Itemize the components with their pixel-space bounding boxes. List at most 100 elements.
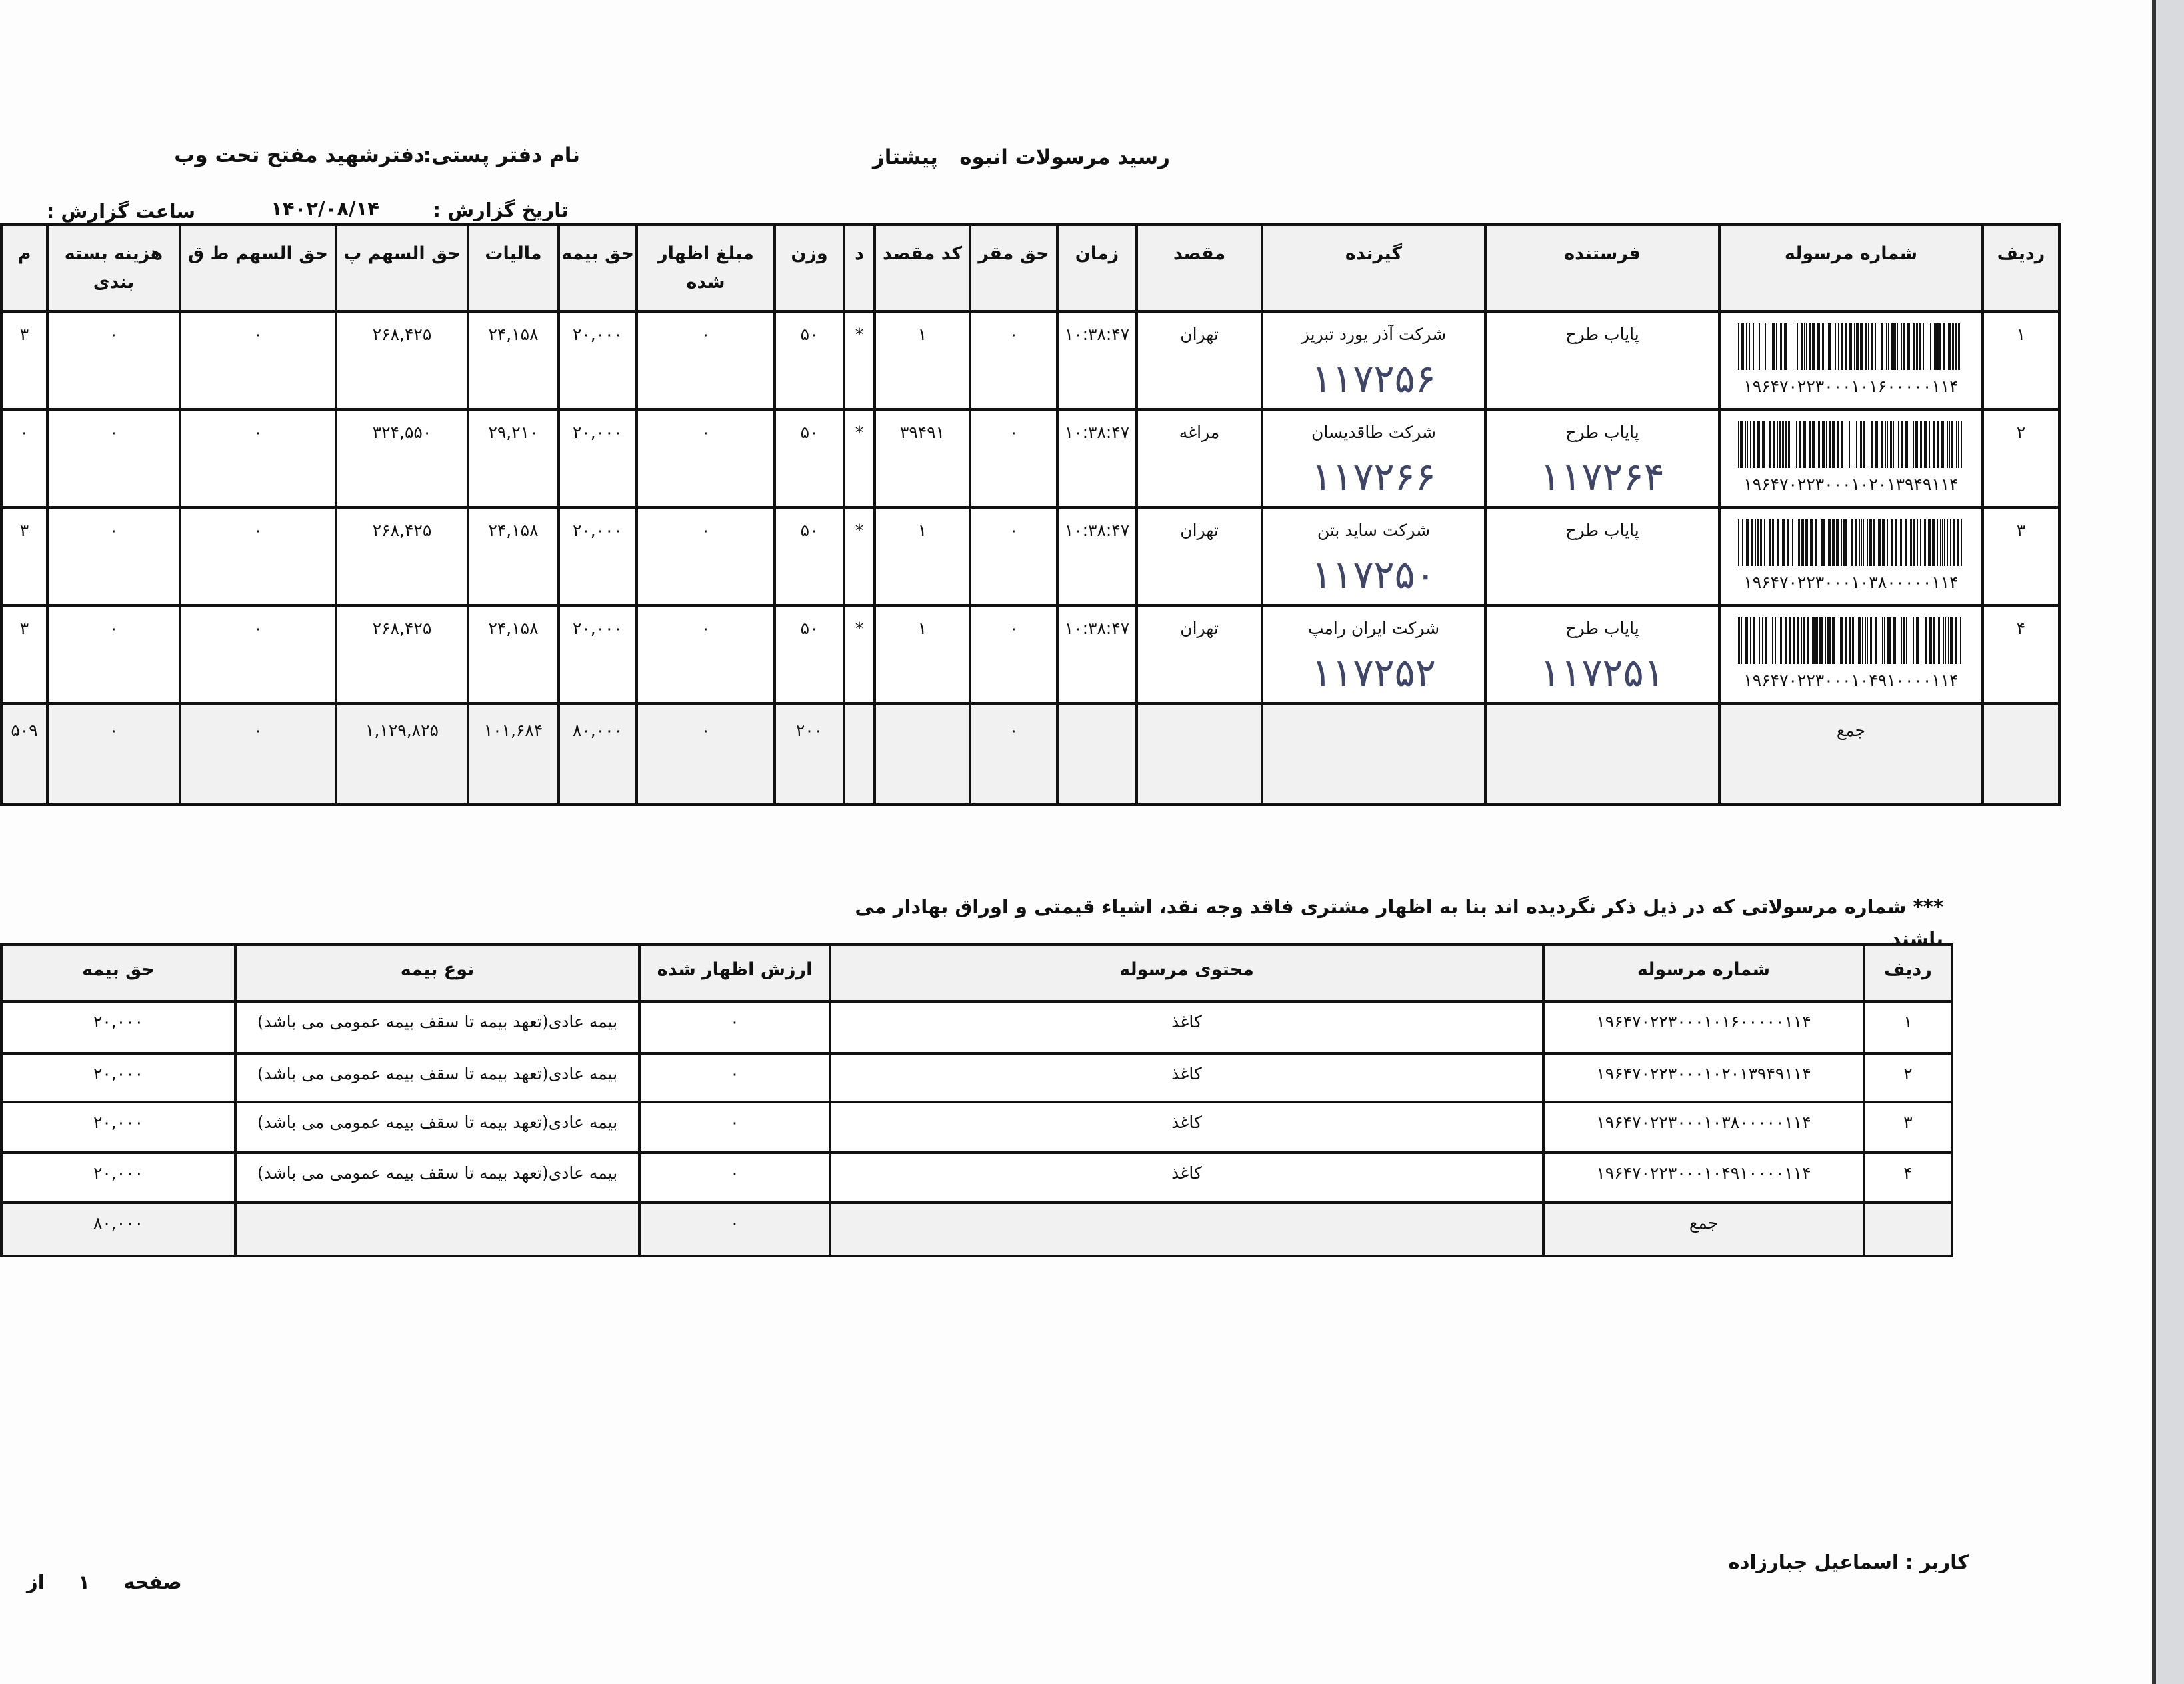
cell-insurance: ۲۰,۰۰۰	[557, 506, 638, 607]
barcode-icon	[1737, 421, 1962, 468]
column-header: شماره مرسوله	[1542, 943, 1865, 1003]
of-label: از	[27, 1571, 45, 1593]
cell-haq-maqar: ۰	[969, 408, 1059, 509]
page-label: صفحه	[123, 1571, 182, 1593]
barcode-bar	[1799, 519, 1800, 566]
barcode-bar	[1871, 323, 1873, 370]
cut-value: ۳	[19, 619, 29, 638]
cell-cut: ۳	[0, 506, 49, 607]
declared-value: ۰	[730, 1012, 739, 1031]
office-label: نام دفتر پستی:	[423, 143, 580, 167]
barcode-bar	[1919, 519, 1921, 566]
barcode-bar	[1951, 323, 1954, 370]
total-cell-packaging: ۰	[46, 702, 181, 806]
time-value: ۱۰:۳۸:۴۷	[1064, 619, 1130, 638]
total-cell-receiver	[1261, 702, 1487, 806]
barcode-bar	[1941, 519, 1943, 566]
barcode-bar	[1929, 617, 1932, 664]
packaging-value: ۰	[109, 619, 119, 638]
cell-d: *	[843, 604, 876, 705]
total-cell-declared: ۰	[638, 1201, 831, 1257]
total-label: جمع	[1836, 721, 1866, 740]
barcode-bar	[1949, 421, 1950, 468]
barcode-bar	[1741, 519, 1743, 566]
cell-radif: ۳	[1981, 506, 2061, 607]
barcode-bar	[1861, 519, 1862, 566]
barcode-bar	[1878, 519, 1881, 566]
barcode-bar	[1788, 421, 1790, 468]
barcode-bar	[1831, 519, 1835, 566]
column-header: حق السهم ط ق	[179, 223, 337, 313]
barcode-bar	[1825, 617, 1826, 664]
barcode-bar	[1785, 421, 1787, 468]
column-header: محتوی مرسوله	[829, 943, 1545, 1003]
barcode-bar	[1845, 617, 1847, 664]
barcode-bar	[1811, 323, 1815, 370]
barcode-bar	[1795, 421, 1797, 468]
declared-value: ۰	[730, 1113, 739, 1132]
column-header: کد مقصد	[873, 223, 971, 313]
barcode-icon	[1737, 617, 1961, 664]
barcode-bar	[1801, 519, 1804, 566]
barcode-bar	[1887, 421, 1888, 468]
table-row: ۱ ۱۹۶۴۷۰۲۲۳۰۰۰۱۰۱۶۰۰۰۰۰۱۱۴ پایاب طرح شرکت آ…	[0, 310, 2061, 411]
cell-packaging: ۰	[46, 310, 181, 411]
cell-share-tq: ۰	[179, 506, 337, 607]
d-value: *	[855, 423, 864, 442]
receiver-handwritten-number: ۱۱۷۲۵۲	[1311, 650, 1436, 695]
barcode-bar	[1835, 519, 1839, 566]
dest-code-value: ۱	[917, 325, 927, 344]
barcode-bar	[1932, 421, 1935, 468]
barcode-bar	[1943, 519, 1945, 566]
cell-time: ۱۰:۳۸:۴۷	[1056, 408, 1138, 509]
cell-content: کاغذ	[829, 1000, 1545, 1055]
haq-maqar-value: ۰	[1009, 619, 1019, 638]
barcode-bar	[1885, 421, 1886, 468]
barcode-bar	[1901, 617, 1902, 664]
barcode-bar	[1870, 421, 1873, 468]
barcode-bar	[1753, 323, 1754, 370]
barcode-bar	[1890, 519, 1893, 566]
cell-radif: ۳	[1863, 1101, 1953, 1154]
barcode-bar	[1889, 421, 1892, 468]
packaging-value: ۰	[109, 325, 119, 344]
type-value: بیمه عادی(تعهد بیمه تا سقف بیمه عمومی می…	[257, 1163, 618, 1183]
barcode-bar	[1939, 519, 1941, 566]
barcode-bar	[1777, 421, 1778, 468]
table-row: ۳ ۱۹۶۴۷۰۲۲۳۰۰۰۱۰۳۸۰۰۰۰۰۱۱۴ کاغذ ۰ بیمه عادی(…	[0, 1101, 1953, 1154]
cell-fee: ۲۰,۰۰۰	[0, 1101, 237, 1154]
cell-declared: ۰	[638, 1052, 831, 1103]
barcode-bar	[1821, 323, 1824, 370]
share-p-value: ۲۶۸,۴۲۵	[372, 619, 432, 638]
declared-value: ۰	[701, 521, 711, 540]
barcode-bar	[1865, 323, 1866, 370]
dest-value: تهران	[1180, 325, 1219, 344]
barcode-bar	[1749, 421, 1751, 468]
sender-name: پایاب طرح	[1565, 619, 1639, 638]
insurance-value: ۲۰,۰۰۰	[572, 521, 623, 540]
insurance-value: ۲۰,۰۰۰	[572, 325, 623, 344]
column-header: حق مقر	[969, 223, 1059, 313]
barcode-bar	[1869, 617, 1872, 664]
barcode-bar	[1880, 421, 1883, 468]
dest-value: تهران	[1180, 619, 1219, 638]
fee-value: ۲۰,۰۰۰	[93, 1163, 144, 1183]
barcode-bar	[1923, 323, 1924, 370]
cell-type: بیمه عادی(تعهد بیمه تا سقف بیمه عمومی می…	[234, 1101, 641, 1154]
report-title: رسید مرسولات انبوه پیشتاز	[873, 145, 1170, 169]
column-header: ردیف	[1863, 943, 1953, 1003]
total-label: جمع	[1689, 1213, 1719, 1233]
radif-value: ۴	[1903, 1163, 1913, 1183]
cell-tracking: ۱۹۶۴۷۰۲۲۳۰۰۰۱۰۳۸۰۰۰۰۰۱۱۴	[1542, 1101, 1865, 1154]
sender-name: پایاب طرح	[1565, 325, 1639, 344]
barcode-bar	[1901, 421, 1903, 468]
cell-tax: ۲۴,۱۵۸	[467, 604, 560, 705]
barcode-bar	[1781, 421, 1784, 468]
weight-value: ۵۰	[800, 521, 819, 540]
barcode-bar	[1897, 323, 1898, 370]
barcode-bar	[1747, 519, 1749, 566]
barcode-bar	[1841, 519, 1842, 566]
barcode-bar	[1779, 421, 1781, 468]
total-haq-maqar: ۰	[1009, 721, 1019, 740]
column-header: گیرنده	[1261, 223, 1487, 313]
